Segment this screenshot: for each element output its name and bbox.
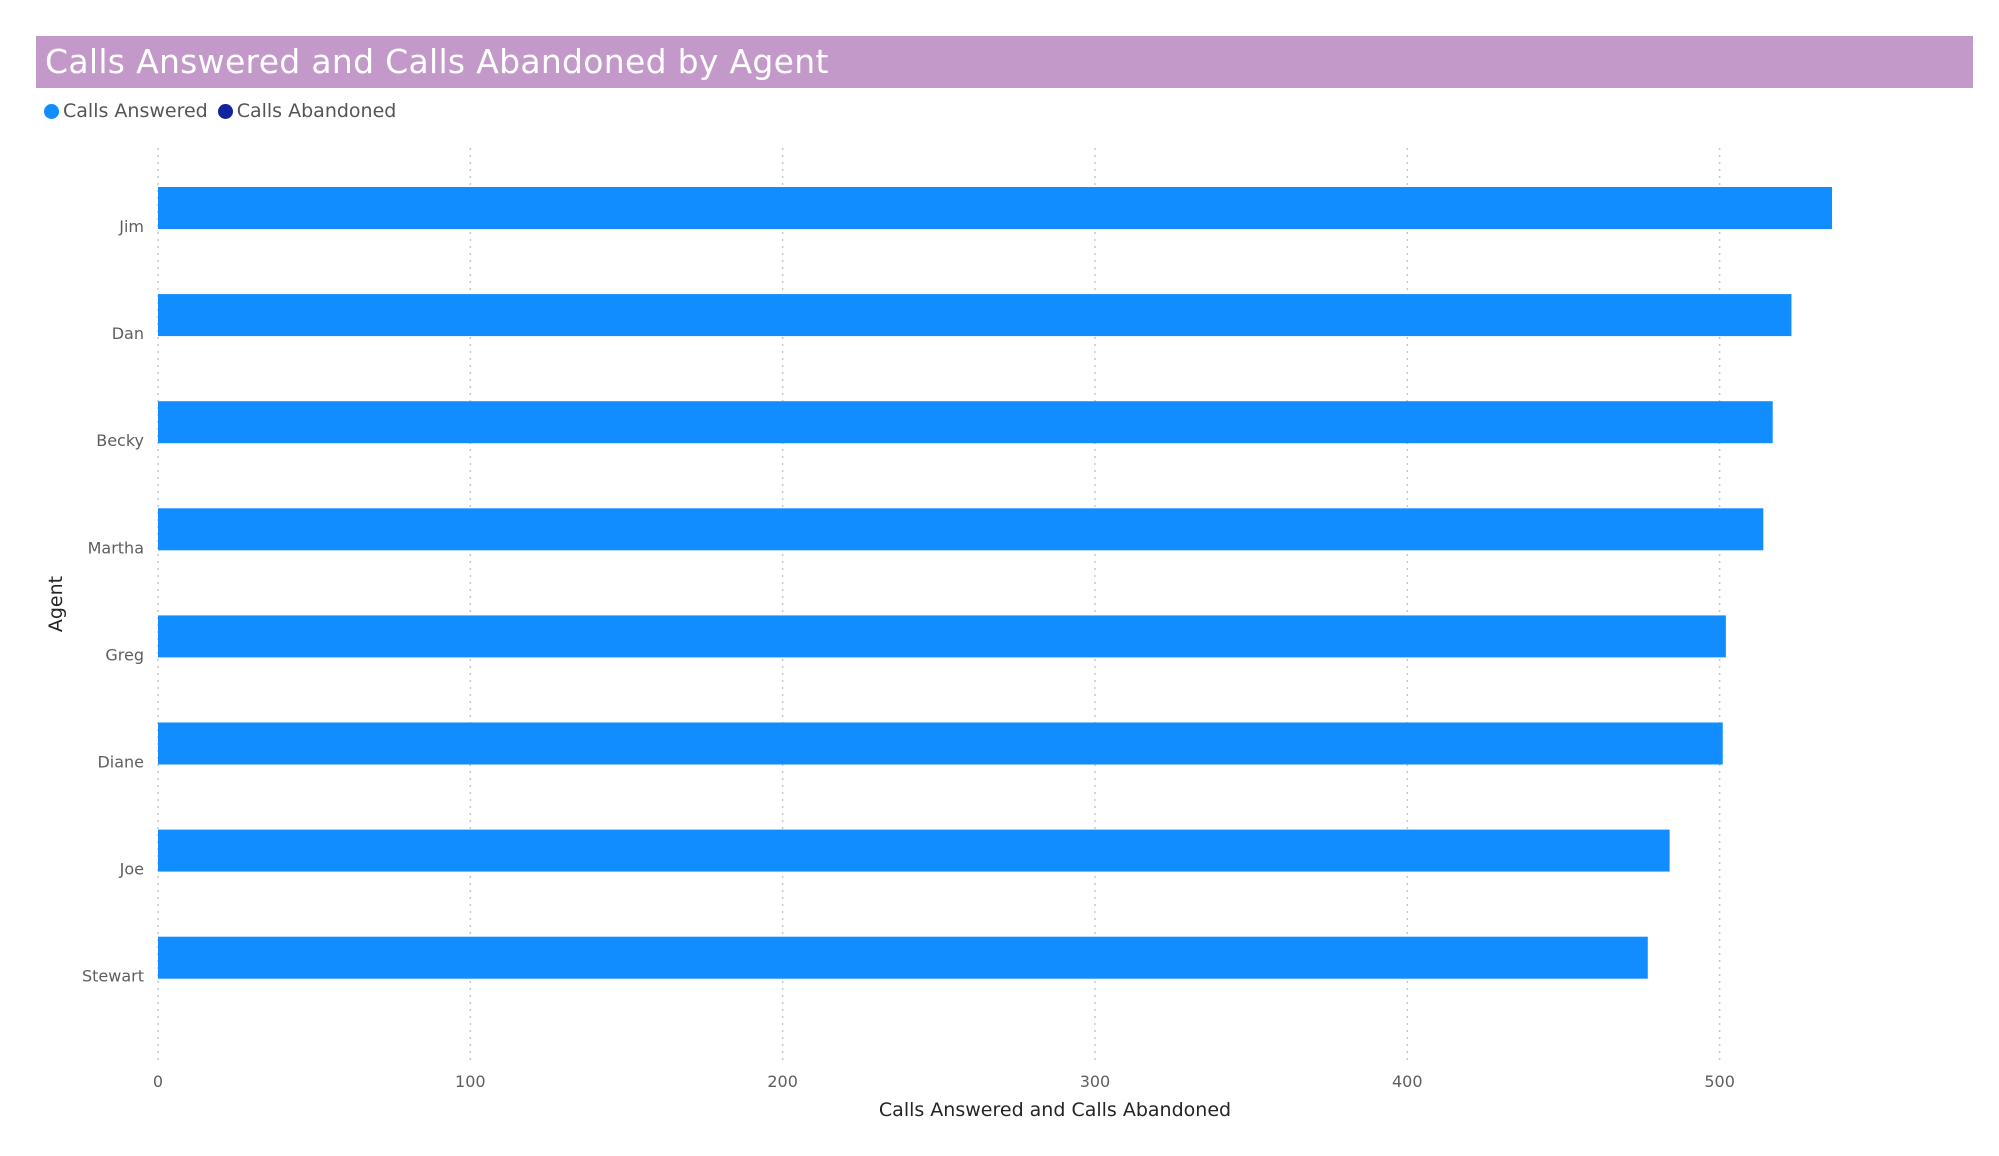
legend-dot-calls-answered xyxy=(44,103,59,119)
category-label: Dan xyxy=(112,324,144,343)
category-label: Greg xyxy=(105,645,144,664)
grid-lines xyxy=(157,148,1721,1060)
bar-martha[interactable] xyxy=(158,508,1764,551)
x-tick-labels: 0 100 200 300 400 500 xyxy=(153,1072,1735,1091)
y-axis-title: Agent xyxy=(45,576,67,632)
bar-stewart[interactable] xyxy=(158,936,1648,979)
bar-greg[interactable] xyxy=(158,615,1726,658)
x-tick-label: 0 xyxy=(153,1072,163,1091)
x-tick-label: 300 xyxy=(1080,1072,1111,1091)
legend-dot-calls-abandoned xyxy=(217,103,233,119)
category-label: Stewart xyxy=(82,967,144,986)
category-labels: Jim Dan Becky Martha Greg Diane Joe Stewart xyxy=(82,217,144,986)
legend-label-calls-answered: Calls Answered xyxy=(63,100,208,122)
chart-title: Calls Answered and Calls Abandoned by Ag… xyxy=(45,42,829,81)
x-tick-label: 200 xyxy=(767,1072,798,1091)
category-label: Martha xyxy=(88,538,144,557)
bar-jim[interactable] xyxy=(158,187,1833,229)
bar-joe[interactable] xyxy=(158,829,1670,872)
legend-label-calls-abandoned: Calls Abandoned xyxy=(236,100,397,122)
category-label: Becky xyxy=(96,431,144,450)
x-tick-label: 100 xyxy=(455,1072,486,1091)
legend: Calls Answered Calls Abandoned xyxy=(44,98,406,124)
bar-diane[interactable] xyxy=(158,722,1723,765)
bar-becky[interactable] xyxy=(158,401,1773,444)
x-tick-label: 400 xyxy=(1392,1072,1423,1091)
x-tick-label: 500 xyxy=(1704,1072,1735,1091)
bar-dan[interactable] xyxy=(158,294,1792,337)
bars xyxy=(158,187,1833,979)
chart-title-bar: Calls Answered and Calls Abandoned by Ag… xyxy=(36,36,1973,88)
category-label: Joe xyxy=(119,860,144,879)
legend-item-calls-abandoned[interactable]: Calls Abandoned xyxy=(217,100,397,122)
legend-item-calls-answered[interactable]: Calls Answered xyxy=(44,100,208,122)
category-label: Diane xyxy=(97,753,144,772)
x-axis-title: Calls Answered and Calls Abandoned xyxy=(879,1099,1231,1121)
category-label: Jim xyxy=(118,217,144,236)
